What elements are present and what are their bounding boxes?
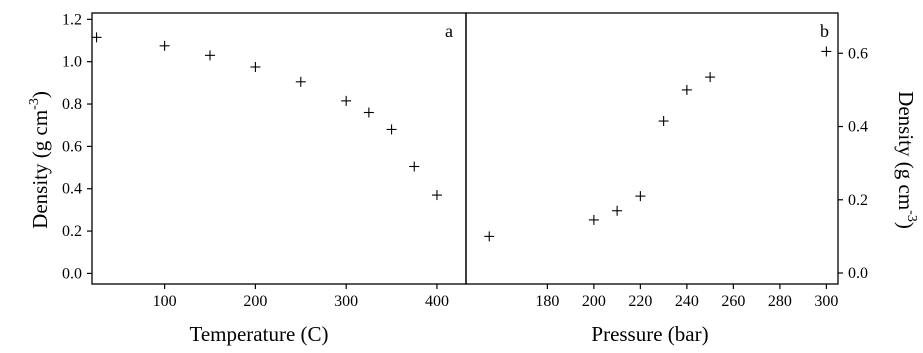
panel-b-x-tick-label: 260 <box>721 293 745 310</box>
panel-a-y-tick-label: 0.8 <box>62 96 82 113</box>
panel-b-data-point <box>821 46 832 57</box>
panel-b-x-axis-title: Pressure (bar) <box>591 322 708 346</box>
panel-b-data-point <box>484 231 495 242</box>
panel-b-y-axis-title-close: ) <box>894 222 918 229</box>
panel-b-frame <box>465 12 839 285</box>
panel-a-data-point <box>363 107 374 118</box>
panel-a-x-tick-label: 300 <box>334 293 358 310</box>
panel-a-data-point <box>159 40 170 51</box>
panel-a: a Temperature (C) Density (g cm-3) 100 20… <box>27 11 467 346</box>
panel-b-letter: b <box>820 21 829 41</box>
panel-a-x-tick-label: 200 <box>243 293 267 310</box>
panel-a-letter: a <box>445 21 453 41</box>
panel-b-x-tick-label: 180 <box>535 293 559 310</box>
panel-b-y-tick-label: 0.6 <box>848 45 868 62</box>
panel-a-frame <box>91 12 467 285</box>
panel-a-data-point <box>295 76 306 87</box>
panel-a-y-axis-title-main: Density (g cm <box>28 110 52 229</box>
panel-a-x-axis-title: Temperature (C) <box>189 322 328 346</box>
panel-b-x-tick-label: 200 <box>582 293 606 310</box>
panel-a-data-point <box>91 32 102 43</box>
panel-a-y-tick-label: 0.0 <box>62 265 82 282</box>
panel-b-data-point <box>705 72 716 83</box>
panel-b-x-tick-label: 280 <box>768 293 792 310</box>
panel-a-y-tick-label: 1.2 <box>62 11 82 28</box>
panel-b-y-tick-label: 0.4 <box>848 119 868 136</box>
panel-b-y-axis-title: Density (g cm-3) <box>894 91 919 229</box>
panel-a-data-point <box>205 50 216 61</box>
panel-a-x-tick-label: 100 <box>153 293 177 310</box>
panel-b-y-axis-title-superscript: -3 <box>904 210 919 222</box>
panel-a-y-tick-label: 1.0 <box>62 54 82 71</box>
panel-b: b Pressure (bar) Density (g cm-3) 180 200… <box>465 12 919 346</box>
panel-b-data-point <box>588 214 599 225</box>
panel-b-y-tick-label: 0.0 <box>848 265 868 282</box>
panel-a-y-tick-label: 0.6 <box>62 138 82 155</box>
panel-a-y-tick-label: 0.2 <box>62 223 82 240</box>
panel-a-data-point <box>250 61 261 72</box>
panel-b-data-point <box>612 205 623 216</box>
panel-b-x-tick-label: 220 <box>628 293 652 310</box>
panel-a-data-point <box>386 124 397 135</box>
panel-a-y-axis-title-close: ) <box>28 91 52 98</box>
panel-a-x-tick-label: 400 <box>425 293 449 310</box>
panel-a-y-tick-label: 0.4 <box>62 181 82 198</box>
panel-a-data-point <box>409 161 420 172</box>
panel-b-data-point <box>635 191 646 202</box>
panel-b-data-point <box>658 116 669 127</box>
panel-a-data-point <box>431 190 442 201</box>
panel-a-data-point <box>341 95 352 106</box>
panel-b-x-tick-label: 300 <box>814 293 838 310</box>
panel-a-y-axis-title: Density (g cm-3) <box>27 91 52 229</box>
panel-b-y-tick-label: 0.2 <box>848 192 868 209</box>
panel-b-x-tick-label: 240 <box>675 293 699 310</box>
panel-b-data-point <box>681 84 692 95</box>
panel-a-y-axis-title-superscript: -3 <box>27 98 42 110</box>
panel-b-y-axis-title-main: Density (g cm <box>894 91 918 210</box>
